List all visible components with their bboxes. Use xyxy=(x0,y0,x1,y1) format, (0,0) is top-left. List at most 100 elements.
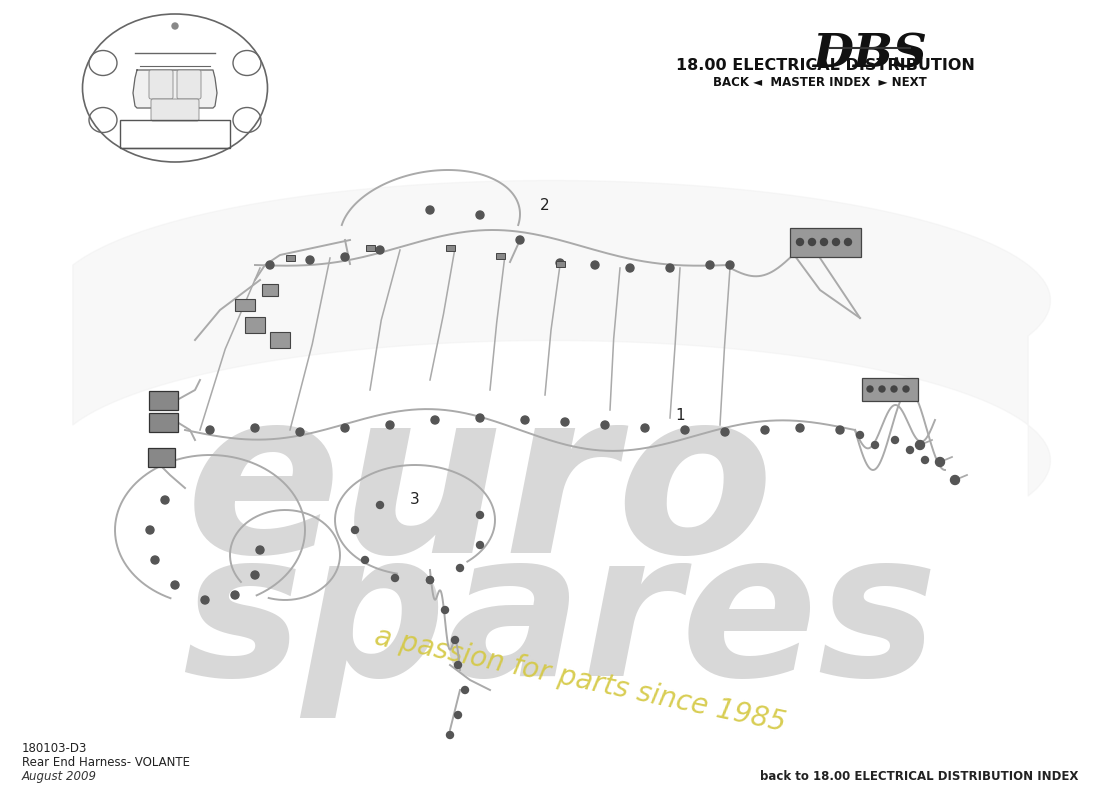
Circle shape xyxy=(906,446,913,454)
Circle shape xyxy=(201,596,209,604)
Circle shape xyxy=(666,264,674,272)
Circle shape xyxy=(462,686,469,694)
Circle shape xyxy=(447,731,453,738)
Circle shape xyxy=(251,424,258,432)
Circle shape xyxy=(950,475,959,485)
FancyBboxPatch shape xyxy=(148,390,177,410)
Circle shape xyxy=(833,238,839,246)
Circle shape xyxy=(706,261,714,269)
Circle shape xyxy=(306,256,313,264)
FancyBboxPatch shape xyxy=(147,447,175,466)
FancyBboxPatch shape xyxy=(151,99,199,121)
FancyBboxPatch shape xyxy=(177,70,201,99)
Circle shape xyxy=(427,577,433,583)
FancyBboxPatch shape xyxy=(365,245,374,251)
Text: back to 18.00 ELECTRICAL DISTRIBUTION INDEX: back to 18.00 ELECTRICAL DISTRIBUTION IN… xyxy=(760,770,1078,783)
Circle shape xyxy=(451,637,459,643)
Circle shape xyxy=(476,511,484,518)
Circle shape xyxy=(251,571,258,579)
Circle shape xyxy=(871,442,879,449)
Circle shape xyxy=(516,236,524,244)
Circle shape xyxy=(891,386,896,392)
Circle shape xyxy=(441,606,449,614)
Text: 180103-D3: 180103-D3 xyxy=(22,742,87,755)
Circle shape xyxy=(821,238,827,246)
Circle shape xyxy=(206,426,214,434)
Circle shape xyxy=(561,418,569,426)
Text: 1: 1 xyxy=(675,407,685,422)
Circle shape xyxy=(454,662,462,669)
Circle shape xyxy=(431,416,439,424)
Ellipse shape xyxy=(82,14,267,162)
Circle shape xyxy=(341,253,349,261)
Circle shape xyxy=(726,261,734,269)
Circle shape xyxy=(556,259,564,267)
Circle shape xyxy=(761,426,769,434)
Circle shape xyxy=(808,238,815,246)
Circle shape xyxy=(256,546,264,554)
Circle shape xyxy=(266,261,274,269)
Circle shape xyxy=(626,264,634,272)
Circle shape xyxy=(146,526,154,534)
Circle shape xyxy=(427,577,433,583)
Polygon shape xyxy=(133,70,217,108)
Circle shape xyxy=(161,496,169,504)
Circle shape xyxy=(796,424,804,432)
FancyBboxPatch shape xyxy=(495,253,505,259)
FancyBboxPatch shape xyxy=(148,413,177,431)
Circle shape xyxy=(857,431,864,438)
Text: a passion for parts since 1985: a passion for parts since 1985 xyxy=(372,622,788,738)
Circle shape xyxy=(231,591,239,599)
Circle shape xyxy=(796,238,803,246)
Circle shape xyxy=(836,426,844,434)
Circle shape xyxy=(386,421,394,429)
Circle shape xyxy=(376,246,384,254)
Circle shape xyxy=(352,526,359,534)
Circle shape xyxy=(915,441,924,450)
Circle shape xyxy=(170,581,179,589)
Circle shape xyxy=(681,426,689,434)
Circle shape xyxy=(903,386,909,392)
Text: Rear End Harness- VOLANTE: Rear End Harness- VOLANTE xyxy=(22,756,190,769)
Bar xyxy=(120,120,230,148)
Circle shape xyxy=(641,424,649,432)
Text: August 2009: August 2009 xyxy=(22,770,97,783)
FancyBboxPatch shape xyxy=(148,70,173,99)
FancyBboxPatch shape xyxy=(262,282,278,298)
Circle shape xyxy=(426,206,434,214)
Text: DBS: DBS xyxy=(813,32,927,78)
FancyBboxPatch shape xyxy=(272,333,288,347)
FancyBboxPatch shape xyxy=(556,261,564,267)
Circle shape xyxy=(845,238,851,246)
FancyBboxPatch shape xyxy=(446,245,454,251)
Circle shape xyxy=(601,421,609,429)
FancyBboxPatch shape xyxy=(286,255,295,261)
Circle shape xyxy=(392,574,398,582)
Text: 2: 2 xyxy=(540,198,550,213)
Circle shape xyxy=(296,428,304,436)
Text: spares: spares xyxy=(183,522,938,718)
Circle shape xyxy=(151,556,160,564)
Text: euro: euro xyxy=(186,379,774,601)
Circle shape xyxy=(454,711,462,718)
FancyBboxPatch shape xyxy=(236,297,254,314)
Text: 3: 3 xyxy=(410,493,420,507)
Circle shape xyxy=(935,458,945,466)
FancyBboxPatch shape xyxy=(790,227,860,257)
Circle shape xyxy=(362,557,369,563)
Text: BACK ◄  MASTER INDEX  ► NEXT: BACK ◄ MASTER INDEX ► NEXT xyxy=(713,76,927,89)
Circle shape xyxy=(376,502,384,509)
Circle shape xyxy=(456,565,463,571)
Circle shape xyxy=(521,416,529,424)
Circle shape xyxy=(867,386,873,392)
Circle shape xyxy=(891,437,899,443)
FancyBboxPatch shape xyxy=(246,318,264,332)
Circle shape xyxy=(591,261,600,269)
Circle shape xyxy=(879,386,886,392)
Circle shape xyxy=(476,414,484,422)
Circle shape xyxy=(476,211,484,219)
Circle shape xyxy=(922,457,928,463)
Circle shape xyxy=(172,23,178,29)
Circle shape xyxy=(720,428,729,436)
FancyBboxPatch shape xyxy=(861,378,917,401)
